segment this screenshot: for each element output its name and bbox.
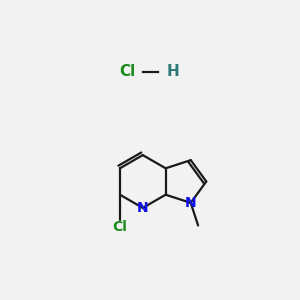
Text: Cl: Cl	[119, 64, 136, 80]
Text: N: N	[185, 196, 197, 210]
Text: Cl: Cl	[112, 220, 128, 234]
Text: N: N	[137, 201, 148, 215]
Text: H: H	[166, 64, 179, 80]
